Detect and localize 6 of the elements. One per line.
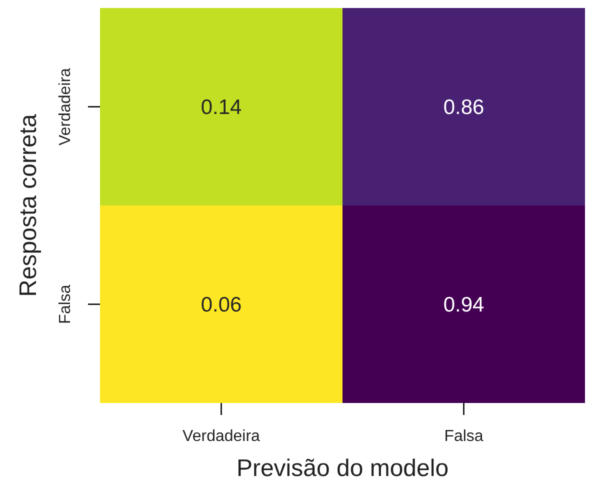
data-label: 0.86 bbox=[443, 96, 484, 120]
y-axis-title: Resposta correta bbox=[15, 113, 42, 297]
data-label: 0.06 bbox=[200, 294, 242, 317]
x-axis-title: Previsão do modelo bbox=[236, 455, 449, 482]
data-label: 0.94 bbox=[443, 294, 485, 317]
data-label: 0.14 bbox=[200, 96, 242, 120]
